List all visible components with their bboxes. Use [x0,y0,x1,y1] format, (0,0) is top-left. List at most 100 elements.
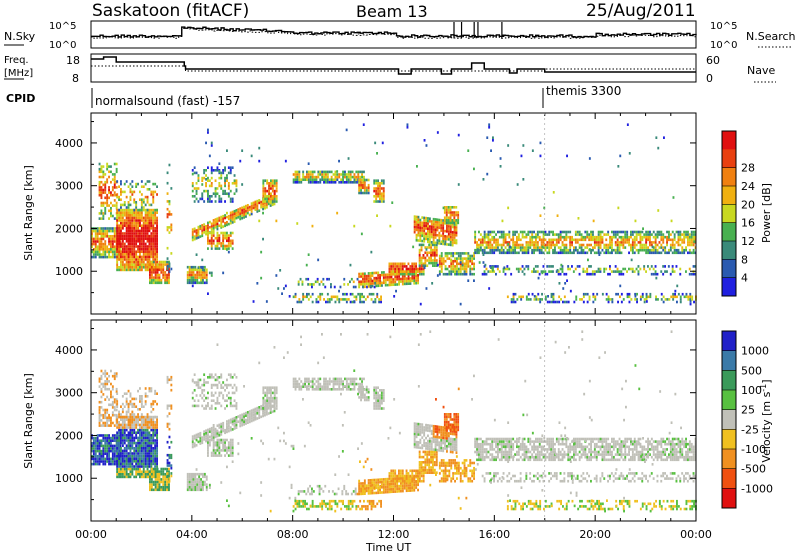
heatmap-cell [367,282,370,286]
heatmap-cell [121,258,124,261]
heatmap-cell [582,243,585,247]
heatmap-cell [495,243,497,247]
heatmap-cell [645,270,647,273]
heatmap-cell [123,182,126,186]
heatmap-cell [116,405,119,408]
heatmap-cell [336,295,339,299]
heatmap-cell [137,208,139,212]
heatmap-cell [275,195,278,198]
heatmap-cell [116,418,119,421]
heatmap-cell [154,208,157,212]
heatmap-cell [118,460,120,463]
heatmap-cell [560,263,563,267]
heatmap-cell [131,397,134,401]
heatmap-cell [590,248,592,252]
heatmap-cell [224,176,226,180]
heatmap-cell [562,300,564,304]
heatmap-cell [129,229,132,233]
heatmap-cell [607,248,610,252]
heatmap-cell [150,242,153,246]
heatmap-cell [294,295,297,299]
heatmap-cell [452,254,455,258]
heatmap-cell [152,211,155,214]
heatmap-cell [110,439,112,442]
heatmap-cell [483,272,486,276]
heatmap-cell [478,261,481,264]
heatmap-cell [340,181,343,184]
heatmap-cell [140,395,143,398]
heatmap-cell [336,211,339,215]
heatmap-cell [96,462,99,466]
heatmap-cell [671,243,674,247]
heatmap-cell [338,300,341,304]
heatmap-cell [201,224,204,227]
heatmap-cell [483,270,486,273]
heatmap-cell [426,264,429,267]
heatmap-cell [633,243,636,247]
heatmap-cell [353,173,356,176]
heatmap-cell [162,485,165,489]
heatmap-cell [156,423,158,427]
heatmap-cell [598,253,601,256]
heatmap-cell [483,230,486,234]
heatmap-cell [371,274,374,277]
heatmap-cell [420,248,423,252]
heatmap-cell [418,256,421,260]
heatmap-cell [685,292,688,296]
heatmap-cell [192,268,195,272]
y-tick-label: 4000 [55,137,83,150]
heatmap-cell [495,241,497,244]
heatmap-cell [110,248,112,251]
heatmap-cell [430,256,432,260]
heatmap-cell [96,460,99,463]
heatmap-cell [140,415,143,419]
heatmap-cell [104,173,107,176]
heatmap-cell [559,235,562,239]
heatmap-cell [586,233,589,236]
heatmap-cell [108,217,110,220]
heatmap-cell [198,485,201,489]
heatmap-cell [514,300,517,304]
heatmap-cell [123,418,126,421]
heatmap-cell [650,251,653,255]
heatmap-cell [675,248,678,252]
heatmap-cell [662,295,665,299]
heatmap-cell [586,251,589,255]
heatmap-cell [164,467,167,471]
heatmap-cell [133,460,136,463]
heatmap-cell [574,230,577,234]
heatmap-cell [113,462,116,466]
heatmap-cell [618,243,621,247]
heatmap-cell [149,276,151,279]
heatmap-cell [609,246,611,249]
heatmap-cell [193,187,196,190]
heatmap-cell [129,454,132,458]
heatmap-cell [467,259,470,263]
heatmap-cell [415,270,417,273]
heatmap-cell [120,206,122,209]
heatmap-cell [450,254,453,258]
heatmap-cell [634,219,637,223]
heatmap-cell [580,235,583,239]
heatmap-cell [129,436,132,440]
heatmap-cell [559,272,562,276]
heatmap-cell [382,200,385,203]
heatmap-cell [527,241,530,244]
heatmap-cell [166,257,169,260]
heatmap-cell [152,190,155,194]
heatmap-cell [106,444,109,448]
heatmap-cell [403,282,406,286]
heatmap-cell [574,238,577,242]
heatmap-cell [129,449,132,453]
heatmap-cell [137,415,139,419]
heatmap-cell [116,180,119,183]
heatmap-cell [162,470,165,473]
heatmap-cell [382,187,385,190]
heatmap-cell [399,265,402,268]
heatmap-cell [398,270,400,273]
heatmap-cell [168,467,170,471]
heatmap-cell [363,191,366,195]
heatmap-cell [618,251,621,255]
heatmap-cell [118,253,120,256]
heatmap-cell [321,178,324,181]
